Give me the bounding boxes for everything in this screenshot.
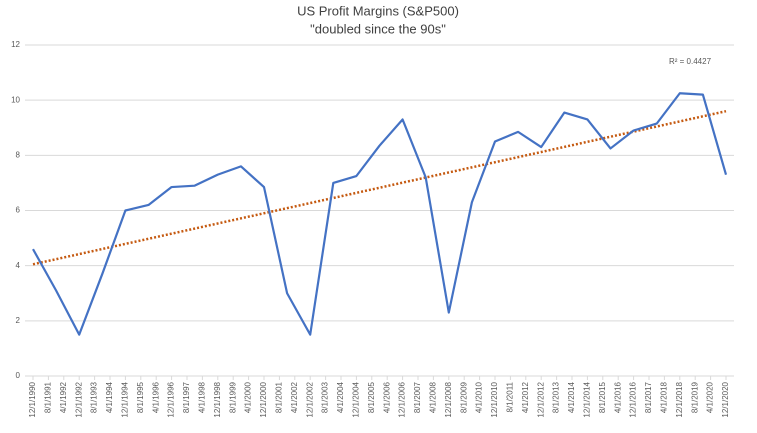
- x-tick-label: 8/1/2013: [552, 381, 561, 413]
- x-tick-label: 4/1/1992: [59, 381, 68, 413]
- x-tick-label: 4/1/2012: [521, 381, 530, 413]
- y-tick-label: 10: [11, 95, 20, 104]
- x-tick-label: 8/1/2017: [644, 381, 653, 413]
- x-tick-label: 8/1/1995: [136, 381, 145, 413]
- x-tick-label: 12/1/1990: [28, 381, 37, 417]
- x-tick-label: 8/1/2011: [506, 381, 515, 412]
- x-tick-label: 4/1/2020: [706, 381, 715, 413]
- x-tick-label: 12/1/1998: [213, 381, 222, 417]
- x-tick-label: 12/1/2010: [490, 381, 499, 417]
- x-tick-label: 12/1/1994: [121, 381, 130, 417]
- x-tick-label: 4/1/2008: [429, 381, 438, 413]
- x-tick-label: 8/1/2015: [598, 381, 607, 413]
- y-tick-label: 4: [16, 261, 21, 270]
- x-tick-label: 12/1/1992: [74, 381, 83, 417]
- x-tick-label: 8/1/2009: [459, 381, 468, 413]
- x-tick-label: 8/1/2005: [367, 381, 376, 413]
- x-tick-label: 8/1/1999: [228, 381, 237, 413]
- x-tick-label: 4/1/2006: [382, 381, 391, 413]
- x-tick-label: 4/1/1996: [151, 381, 160, 413]
- chart-title: US Profit Margins (S&P500): [297, 3, 459, 18]
- chart-subtitle: "doubled since the 90s": [310, 21, 446, 36]
- x-tick-label: 12/1/1996: [167, 381, 176, 417]
- x-tick-label: 12/1/2002: [305, 381, 314, 417]
- x-tick-label: 4/1/2018: [660, 381, 669, 413]
- x-tick-label: 8/1/2001: [275, 381, 284, 413]
- series-line: [32, 92, 728, 336]
- x-tick-label: 12/1/2008: [444, 381, 453, 417]
- y-tick-label: 6: [16, 206, 21, 215]
- x-tick-label: 4/1/2004: [336, 381, 345, 413]
- x-tick-label: 4/1/2014: [567, 381, 576, 413]
- x-tick-label: 8/1/1991: [44, 381, 53, 413]
- y-tick-label: 2: [16, 316, 21, 325]
- x-tick-label: 8/1/2007: [413, 381, 422, 413]
- x-tick-label: 4/1/1994: [105, 381, 114, 413]
- y-tick-label: 8: [16, 150, 21, 159]
- x-tick-label: 12/1/2014: [583, 381, 592, 417]
- x-tick-label: 12/1/2004: [352, 381, 361, 417]
- x-tick-label: 8/1/2003: [321, 381, 330, 413]
- x-tick-label: 4/1/2002: [290, 381, 299, 413]
- x-tick-label: 8/1/1997: [182, 381, 191, 413]
- y-tick-label: 0: [16, 371, 21, 380]
- r-squared-annotation: R² = 0.4427: [669, 57, 712, 66]
- x-tick-label: 8/1/1993: [90, 381, 99, 413]
- x-tick-label: 4/1/1998: [198, 381, 207, 413]
- x-tick-label: 12/1/2016: [629, 381, 638, 417]
- x-tick-label: 12/1/2000: [259, 381, 268, 417]
- x-tick-label: 12/1/2020: [721, 381, 730, 417]
- x-tick-label: 12/1/2012: [536, 381, 545, 417]
- x-tick-label: 8/1/2019: [690, 381, 699, 413]
- x-tick-label: 4/1/2010: [475, 381, 484, 413]
- x-tick-label: 12/1/2006: [398, 381, 407, 417]
- trendline: [32, 109, 727, 266]
- y-tick-label: 12: [11, 40, 20, 49]
- x-tick-label: 12/1/2018: [675, 381, 684, 417]
- x-tick-label: 4/1/2000: [244, 381, 253, 413]
- x-tick-label: 4/1/2016: [613, 381, 622, 413]
